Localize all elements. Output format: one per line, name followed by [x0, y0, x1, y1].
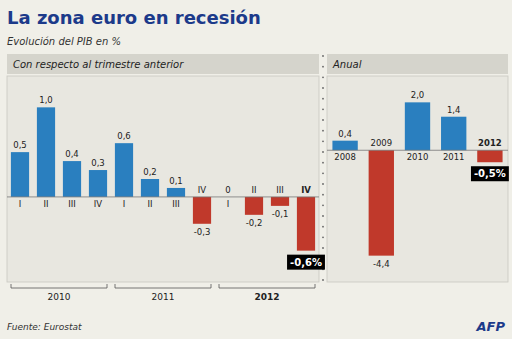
bar	[369, 150, 394, 255]
subtitle: Evolución del PIB en %	[7, 36, 121, 47]
separator-dot	[322, 119, 324, 121]
bar	[37, 107, 55, 197]
category-label: IV	[301, 185, 311, 195]
bar	[115, 143, 133, 197]
separator-dot	[322, 204, 324, 206]
separator-dot	[322, 194, 324, 196]
separator-dot	[322, 151, 324, 153]
group-bracket	[11, 284, 107, 288]
bar	[332, 141, 357, 151]
category-label: 2009	[370, 138, 392, 148]
bar	[89, 170, 107, 197]
category-label: 2011	[443, 152, 465, 162]
separator-dot	[322, 76, 324, 78]
separator-dot	[322, 236, 324, 238]
separator-dot	[322, 226, 324, 228]
bar	[63, 161, 81, 197]
separator-dot	[322, 140, 324, 142]
data-label: 0,1	[169, 176, 183, 186]
bar	[167, 188, 185, 197]
category-label: I	[123, 199, 126, 209]
data-label: 2,0	[411, 90, 425, 100]
bar	[441, 117, 466, 151]
background	[0, 0, 512, 339]
category-label: II	[43, 199, 48, 209]
plot-area	[327, 76, 508, 282]
title: La zona euro en recesión	[7, 7, 261, 28]
data-label: 0,2	[143, 167, 157, 177]
data-label: -0,5%	[474, 168, 506, 179]
separator-dot	[322, 279, 324, 281]
plot-area	[7, 76, 319, 282]
category-label: III	[276, 185, 284, 195]
data-label: -4,4	[373, 259, 390, 269]
data-label: 1,4	[447, 105, 461, 115]
category-label: IV	[198, 185, 207, 195]
category-label: I	[19, 199, 22, 209]
data-label: 0,5	[13, 140, 27, 150]
chart: La zona euro en recesión Evolución del PI…	[0, 0, 512, 339]
panel: Con respecto al trimestre anteriorIIIIII…	[7, 54, 325, 302]
separator-dot	[322, 66, 324, 68]
separator-dot	[322, 98, 324, 100]
separator-dot	[322, 87, 324, 89]
separator-dot	[322, 55, 324, 57]
category-label: 2012	[478, 138, 502, 148]
panel-title: Con respecto al trimestre anterior	[13, 59, 184, 70]
separator-dot	[322, 183, 324, 185]
highlight-box	[471, 166, 509, 181]
credit: AFP	[476, 319, 506, 334]
bar	[297, 197, 315, 251]
data-label: -0,2	[246, 218, 263, 228]
category-label: II	[147, 199, 152, 209]
data-label: -0,3	[194, 227, 211, 237]
data-label: -0,6%	[290, 257, 322, 268]
group-bracket	[219, 284, 315, 288]
panel: Anual 2008 2009 2010 2011 2012 0,4 -4,4 2,0 1,4 -0…	[327, 54, 509, 282]
separator-dot	[322, 108, 324, 110]
group-bracket	[115, 284, 211, 288]
source: Fuente: Eurostat	[7, 322, 82, 332]
category-label: III	[68, 199, 76, 209]
bar	[11, 152, 29, 197]
highlight-box	[287, 255, 325, 270]
bar	[405, 102, 430, 150]
data-label: 0,4	[65, 149, 79, 159]
separator-dot	[322, 247, 324, 249]
data-label: -0,1	[272, 209, 289, 219]
category-label: I	[227, 199, 230, 209]
bar	[271, 197, 289, 206]
bar	[477, 150, 502, 162]
bars	[11, 107, 315, 250]
bar	[193, 197, 211, 224]
data-label: 0,3	[91, 158, 105, 168]
panel-header	[327, 54, 508, 74]
zero-line	[327, 150, 508, 151]
category-label: III	[172, 199, 180, 209]
category-label: IV	[94, 199, 103, 209]
category-label: II	[251, 185, 256, 195]
panel-header	[7, 54, 319, 74]
panel-title: Anual	[332, 59, 362, 70]
bar	[245, 197, 263, 215]
category-label: 2010	[407, 152, 429, 162]
category-label: 2008	[334, 152, 356, 162]
bar	[141, 179, 159, 197]
data-label: 0,4	[338, 129, 352, 139]
data-label: 0,6	[117, 131, 131, 141]
data-label: 0	[225, 185, 230, 195]
zero-line	[7, 196, 319, 197]
separator-dot	[322, 215, 324, 217]
data-label: 1,0	[39, 95, 53, 105]
separator-dot	[322, 162, 324, 164]
separator-dot	[322, 130, 324, 132]
group-label: 2011	[152, 292, 175, 302]
separator-dot	[322, 172, 324, 174]
group-label: 2012	[254, 292, 279, 302]
group-label: 2010	[48, 292, 71, 302]
